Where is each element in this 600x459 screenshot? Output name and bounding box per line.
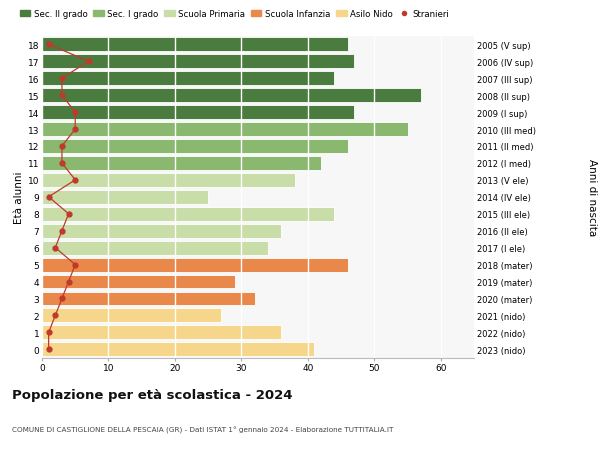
Bar — [42, 123, 407, 137]
Y-axis label: Età alunni: Età alunni — [14, 171, 23, 224]
Bar — [42, 140, 348, 154]
Bar — [42, 157, 321, 170]
Bar — [42, 89, 421, 103]
Bar — [42, 326, 281, 340]
Text: Anni di nascita: Anni di nascita — [587, 159, 597, 236]
Bar — [42, 292, 254, 306]
Bar — [42, 207, 334, 221]
Bar — [42, 174, 295, 187]
Legend: Sec. II grado, Sec. I grado, Scuola Primaria, Scuola Infanzia, Asilo Nido, Stran: Sec. II grado, Sec. I grado, Scuola Prim… — [16, 6, 453, 22]
Bar — [42, 309, 221, 323]
Bar — [42, 275, 235, 289]
Bar — [42, 72, 334, 86]
Bar — [42, 55, 355, 69]
Bar — [42, 190, 208, 204]
Text: Popolazione per età scolastica - 2024: Popolazione per età scolastica - 2024 — [12, 388, 293, 401]
Text: COMUNE DI CASTIGLIONE DELLA PESCAIA (GR) - Dati ISTAT 1° gennaio 2024 - Elaboraz: COMUNE DI CASTIGLIONE DELLA PESCAIA (GR)… — [12, 426, 394, 433]
Bar — [42, 241, 268, 255]
Bar — [42, 38, 348, 52]
Bar — [42, 258, 348, 272]
Bar — [42, 224, 281, 238]
Bar — [42, 342, 314, 357]
Bar — [42, 106, 355, 120]
